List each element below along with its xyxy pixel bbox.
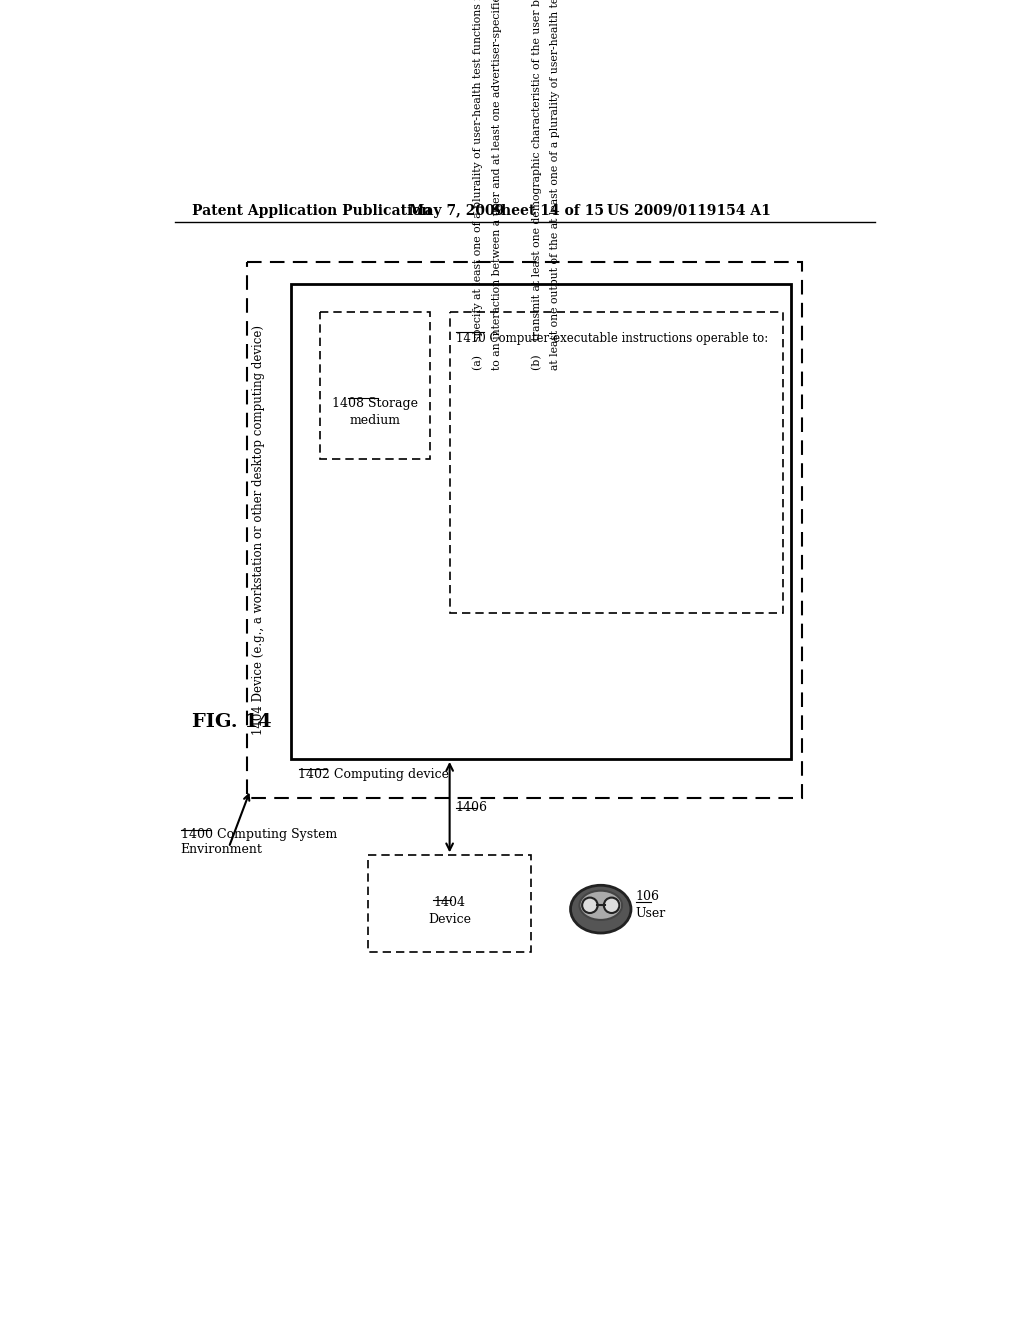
Text: Sheet 14 of 15: Sheet 14 of 15 bbox=[490, 203, 604, 218]
Bar bbox=[291, 284, 791, 759]
Text: to an interaction between a user and at least one advertiser-specified attribute: to an interaction between a user and at … bbox=[493, 0, 502, 370]
Text: (b)    transmit at least one demographic characteristic of the user based on: (b) transmit at least one demographic ch… bbox=[531, 0, 542, 370]
Text: 1404 Device (e.g., a workstation or other desktop computing device): 1404 Device (e.g., a workstation or othe… bbox=[252, 325, 264, 735]
Text: 1410 Computer-executable instructions operable to:: 1410 Computer-executable instructions op… bbox=[456, 331, 768, 345]
Ellipse shape bbox=[580, 891, 622, 920]
Ellipse shape bbox=[604, 898, 620, 913]
Bar bbox=[450, 313, 783, 612]
Text: 1404
Device: 1404 Device bbox=[428, 896, 471, 927]
Text: (a)    specify at least one of a plurality of user-health test functions respons: (a) specify at least one of a plurality … bbox=[473, 0, 483, 370]
Text: Patent Application Publication: Patent Application Publication bbox=[193, 203, 432, 218]
Text: FIG. 14: FIG. 14 bbox=[193, 713, 272, 731]
Text: US 2009/0119154 A1: US 2009/0119154 A1 bbox=[607, 203, 771, 218]
Bar bbox=[247, 263, 802, 797]
Ellipse shape bbox=[583, 898, 598, 913]
Bar bbox=[369, 855, 531, 952]
Text: 1406: 1406 bbox=[456, 801, 487, 813]
Text: 1402 Computing device: 1402 Computing device bbox=[299, 768, 450, 781]
Text: at least one output of the at least one of a plurality of user-health test funct: at least one output of the at least one … bbox=[550, 0, 560, 370]
Ellipse shape bbox=[570, 886, 631, 933]
Bar bbox=[321, 313, 430, 459]
Text: May 7, 2009: May 7, 2009 bbox=[410, 203, 505, 218]
Text: 1408 Storage
medium: 1408 Storage medium bbox=[332, 397, 418, 428]
Text: 106
User: 106 User bbox=[636, 890, 666, 920]
Text: 1400 Computing System
Environment: 1400 Computing System Environment bbox=[180, 829, 337, 857]
